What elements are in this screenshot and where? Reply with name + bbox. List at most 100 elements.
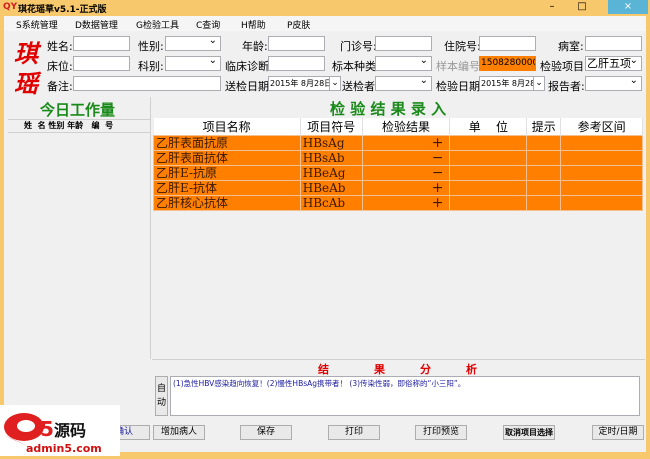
remark-input[interactable] (73, 76, 221, 91)
specimen-type-select[interactable] (375, 56, 432, 71)
auto-analysis-button[interactable]: 自动 (155, 376, 168, 416)
menu-skin[interactable]: P皮肤 (287, 21, 311, 31)
unit-cell[interactable] (449, 150, 528, 166)
cancel-item-selection-button[interactable]: 取消项目选择 (503, 425, 555, 440)
result-cell[interactable]: − (361, 165, 451, 181)
unit-cell[interactable] (449, 195, 528, 211)
item-name-cell[interactable]: 乙肝表面抗原 (153, 135, 301, 151)
table-row[interactable]: 乙肝E-抗原 HBeAg − (153, 165, 643, 181)
item-code-cell[interactable]: HBeAg (299, 165, 363, 181)
result-cell[interactable]: + (361, 135, 451, 151)
send-date-picker[interactable]: 2015年 8月28日 (268, 76, 330, 91)
reference-range-cell[interactable] (560, 165, 643, 181)
send-date-label: 送检日期: (225, 80, 273, 93)
analysis-title-char: 析 (466, 363, 477, 376)
result-entry-title: 检 验 结 果 录 入 (330, 100, 447, 118)
svg-text:源码: 源码 (54, 421, 86, 440)
analysis-title-char: 果 (374, 363, 385, 376)
table-row[interactable]: 乙肝核心抗体 HBcAb + (153, 195, 643, 211)
reference-range-cell[interactable] (560, 135, 643, 151)
workload-title: 今日工作量 (40, 101, 116, 119)
menu-tools[interactable]: G检验工具 (136, 21, 179, 31)
item-code-cell[interactable]: HBsAg (299, 135, 363, 151)
inpatient-no-input[interactable] (479, 36, 536, 51)
table-row[interactable]: 乙肝表面抗原 HBsAg + (153, 135, 643, 151)
watermark-logo: 5 源码 admin5.com (0, 405, 120, 456)
result-table: 项目名称 项目符号 检验结果 单 位 提示 参考区间 乙肝表面抗原 HBsAg + 乙… (153, 118, 643, 211)
analysis-title-char: 分 (420, 363, 431, 376)
table-row[interactable]: 乙肝表面抗体 HBsAb − (153, 150, 643, 166)
send-date-dropdown-icon[interactable]: ⌄ (329, 76, 341, 91)
timer-date-button[interactable]: 定时/日期 (592, 425, 644, 440)
ward-label: 病室: (558, 40, 584, 53)
diagnosis-input[interactable] (268, 56, 325, 71)
test-item-select[interactable]: 乙肝五项 (585, 56, 642, 71)
age-label: 年龄: (242, 40, 268, 53)
hint-cell[interactable] (526, 195, 562, 211)
test-date-dropdown-icon[interactable]: ⌄ (533, 76, 545, 91)
gender-select[interactable] (165, 36, 221, 51)
test-date-label: 检验日期: (436, 80, 484, 93)
result-cell[interactable]: + (361, 195, 451, 211)
reference-range-cell[interactable] (560, 195, 643, 211)
add-patient-button[interactable]: 增加病人 (153, 425, 205, 440)
hint-cell[interactable] (526, 150, 562, 166)
hint-cell[interactable] (526, 135, 562, 151)
menu-data[interactable]: D数据管理 (75, 21, 118, 31)
minimize-button[interactable]: – (549, 1, 555, 12)
window-title: 琪花瑶草v5.1-正式版 (18, 5, 107, 15)
dept-select[interactable] (165, 56, 221, 71)
title-bar: QY 琪花瑶草v5.1-正式版 – □ × (0, 0, 650, 16)
workload-columns-header: 姓 名 性别 年龄 编 号 (8, 119, 150, 133)
result-cell[interactable]: + (361, 180, 451, 196)
clinic-no-input[interactable] (375, 36, 432, 51)
item-name-cell[interactable]: 乙肝核心抗体 (153, 195, 301, 211)
item-code-cell[interactable]: HBeAb (299, 180, 363, 196)
table-row[interactable]: 乙肝E-抗体 HBeAb + (153, 180, 643, 196)
save-button[interactable]: 保存 (240, 425, 292, 440)
dept-label: 科别: (138, 60, 164, 73)
brand-char-2: 瑶 (14, 69, 38, 98)
item-name-cell[interactable]: 乙肝E-抗体 (153, 180, 301, 196)
hint-cell[interactable] (526, 165, 562, 181)
item-name-cell[interactable]: 乙肝表面抗体 (153, 150, 301, 166)
svg-text:admin5.com: admin5.com (26, 442, 102, 455)
item-code-cell[interactable]: HBcAb (299, 195, 363, 211)
sample-no-input[interactable]: 15082800001 (479, 56, 536, 71)
menu-help[interactable]: H帮助 (241, 21, 266, 31)
inpatient-no-label: 住院号: (444, 40, 481, 53)
ward-input[interactable] (585, 36, 642, 51)
a5-logo-icon: 5 源码 admin5.com (4, 413, 102, 455)
reference-range-cell[interactable] (560, 180, 643, 196)
unit-cell[interactable] (449, 165, 528, 181)
analysis-textarea[interactable]: (1)急性HBV感染趋向恢复！(2)慢性HBsAg携带者！ (3)传染性弱，即俗… (170, 376, 640, 416)
age-input[interactable] (268, 36, 325, 51)
column-header: 单 位 (449, 118, 528, 136)
hint-cell[interactable] (526, 180, 562, 196)
menu-system[interactable]: S系统管理 (16, 21, 58, 31)
menu-query[interactable]: C查询 (196, 21, 221, 31)
column-header: 参考区间 (560, 118, 643, 136)
close-button[interactable]: × (608, 0, 648, 14)
reference-range-cell[interactable] (560, 150, 643, 166)
reporter-select[interactable] (585, 76, 642, 91)
maximize-button[interactable]: □ (577, 1, 587, 12)
sender-select[interactable] (375, 76, 432, 91)
item-code-cell[interactable]: HBsAb (299, 150, 363, 166)
unit-cell[interactable] (449, 180, 528, 196)
name-input[interactable] (73, 36, 130, 51)
analysis-title-char: 结 (318, 363, 329, 376)
print-preview-button[interactable]: 打印预览 (415, 425, 467, 440)
print-button[interactable]: 打印 (328, 425, 380, 440)
test-date-picker[interactable]: 2015年 8月28日 (479, 76, 534, 91)
brand-char-1: 琪 (14, 39, 38, 68)
gender-label: 性别: (138, 40, 164, 53)
app-icon: QY (3, 2, 18, 12)
bed-input[interactable] (73, 56, 130, 71)
unit-cell[interactable] (449, 135, 528, 151)
column-header: 项目名称 (153, 118, 301, 136)
result-cell[interactable]: − (361, 150, 451, 166)
item-name-cell[interactable]: 乙肝E-抗原 (153, 165, 301, 181)
menu-bar: S系统管理 D数据管理 G检验工具 C查询 H帮助 P皮肤 (4, 16, 646, 31)
svg-text:5: 5 (40, 417, 54, 441)
